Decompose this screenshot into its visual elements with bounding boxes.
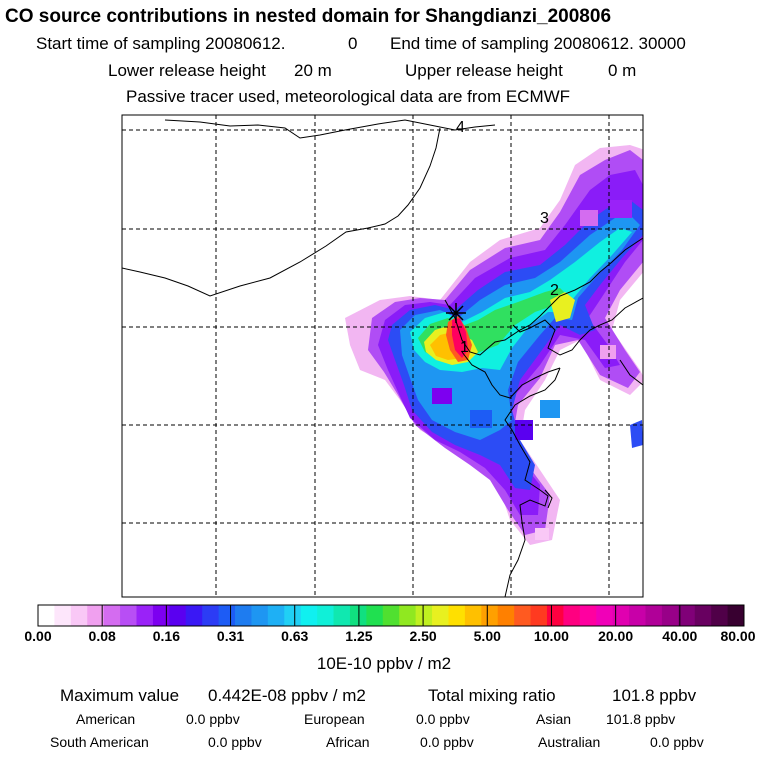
colorbar-swatch	[563, 605, 581, 626]
upper-height-label: Upper release height	[405, 61, 563, 80]
source-value: 101.8 ppbv	[606, 711, 676, 727]
colorbar-tick-label: 5.00	[473, 628, 501, 644]
map-frame	[121, 114, 644, 598]
colorbar-tick-label: 2.50	[409, 628, 437, 644]
source-name: African	[326, 734, 370, 750]
max-value: 0.442E-08 ppbv / m2	[208, 686, 366, 705]
colorbar-swatch	[497, 605, 515, 626]
colorbar-tick-label: 0.16	[152, 628, 180, 644]
colorbar-swatch	[87, 605, 105, 626]
colorbar-swatch	[464, 605, 482, 626]
start-time-label: Start time of sampling 20080612.	[36, 34, 286, 53]
source-value: 0.0 ppbv	[650, 734, 704, 750]
colorbar-swatch	[596, 605, 614, 626]
graticule	[122, 115, 643, 597]
colorbar-tick-label: 40.00	[662, 628, 698, 644]
start-time-value: 0	[348, 34, 358, 53]
colorbar-tick-label: 0.31	[216, 628, 245, 644]
colorbar-swatch	[251, 605, 269, 626]
plot-title: CO source contributions in nested domain…	[5, 6, 612, 27]
colorbar-swatch	[546, 605, 564, 626]
lower-height-value: 20 m	[294, 61, 332, 80]
colorbar-swatch	[70, 605, 88, 626]
max-value-label: Maximum value	[60, 686, 180, 705]
colorbar-swatch	[629, 605, 646, 626]
colorbar-tick-label: 0.63	[281, 628, 309, 644]
colorbar-swatch	[612, 605, 630, 626]
colorbar-swatch	[645, 605, 663, 626]
colorbar-tick-label: 20.00	[598, 628, 634, 644]
colorbar-swatch	[38, 605, 55, 626]
end-time-label: End time of sampling 20080612. 30000	[390, 34, 686, 53]
source-name: Australian	[538, 734, 601, 750]
colorbar-swatch	[432, 605, 449, 626]
region-label-3: 3	[540, 210, 549, 227]
region-label-4: 4	[456, 119, 465, 136]
colorbar-swatch	[333, 605, 351, 626]
colorbar-swatch	[366, 605, 384, 626]
colorbar-tick-label: 10.00	[533, 628, 569, 644]
colorbar-swatch	[103, 605, 121, 626]
colorbar-swatch	[152, 605, 170, 626]
colorbar-swatch	[711, 605, 729, 626]
colorbar-swatch	[694, 605, 712, 626]
region-label-1: 1	[460, 339, 469, 356]
source-value: 0.0 ppbv	[186, 711, 240, 727]
source-value: 0.0 ppbv	[420, 734, 474, 750]
upper-height-value: 0 m	[608, 61, 637, 80]
total-mixing-label: Total mixing ratio	[428, 686, 556, 705]
source-name: American	[76, 711, 136, 727]
colorbar-swatch	[54, 605, 72, 626]
tracer-note: Passive tracer used, meteorological data…	[126, 87, 571, 106]
colorbar-tick-label: 80.00	[720, 628, 756, 644]
colorbar-tick-label: 1.25	[345, 628, 373, 644]
colorbar	[37, 605, 745, 626]
colorbar-swatch	[317, 605, 335, 626]
source-value: 0.0 ppbv	[208, 734, 262, 750]
colorbar-swatch	[514, 605, 532, 626]
colorbar-swatch	[399, 605, 417, 626]
colorbar-swatch	[448, 605, 466, 626]
receptor-star-icon	[446, 303, 466, 323]
colorbar-swatch	[300, 605, 318, 626]
colorbar-swatch	[185, 605, 203, 626]
colorbar-swatch	[481, 605, 499, 626]
colorbar-swatch	[382, 605, 400, 626]
region-label-2: 2	[550, 282, 559, 299]
colorbar-swatch	[530, 605, 548, 626]
colorbar-swatch	[202, 605, 220, 626]
total-mixing-value: 101.8 ppbv	[612, 686, 697, 705]
coastlines	[122, 119, 643, 597]
colorbar-swatch	[727, 605, 745, 626]
source-name: European	[304, 711, 365, 727]
source-name: South American	[50, 734, 149, 750]
colorbar-swatch	[218, 605, 236, 626]
colorbar-swatch	[120, 605, 138, 626]
colorbar-swatch	[678, 605, 696, 626]
colorbar-swatch	[579, 605, 597, 626]
colorbar-swatch	[415, 605, 433, 626]
colorbar-swatch	[661, 605, 679, 626]
colorbar-swatch	[267, 605, 285, 626]
colorbar-swatch	[284, 605, 302, 626]
colorbar-swatch	[136, 605, 154, 626]
colorbar-tick-label: 0.08	[88, 628, 116, 644]
colorbar-units: 10E-10 ppbv / m2	[316, 654, 452, 673]
colorbar-tick-label: 0.00	[24, 628, 52, 644]
plume-field	[345, 145, 643, 545]
source-value: 0.0 ppbv	[416, 711, 470, 727]
colorbar-swatch	[169, 605, 187, 626]
lower-height-label: Lower release height	[108, 61, 266, 80]
colorbar-swatch	[235, 605, 252, 626]
source-name: Asian	[536, 711, 572, 727]
